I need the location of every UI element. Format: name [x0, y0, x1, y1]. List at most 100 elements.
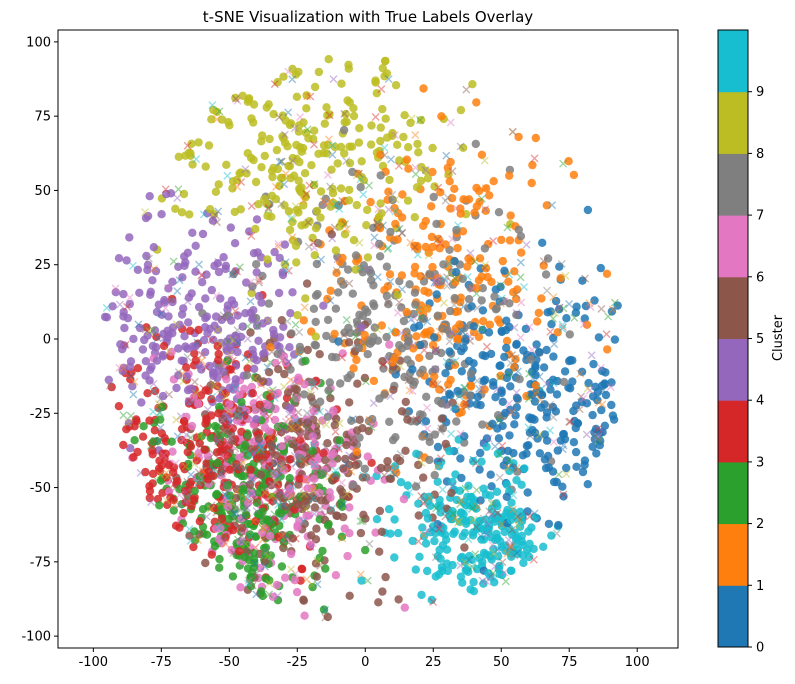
- scatter-point: [517, 248, 526, 257]
- scatter-point: [542, 345, 551, 355]
- true-label-marker: [119, 411, 128, 420]
- scatter-point: [229, 269, 238, 279]
- scatter-point: [329, 449, 338, 458]
- true-label-marker: [191, 389, 200, 398]
- scatter-point: [308, 457, 317, 466]
- true-label-marker: [218, 416, 227, 425]
- scatter-point: [510, 420, 519, 429]
- scatter-point: [261, 543, 271, 552]
- true-label-marker: [334, 444, 343, 453]
- scatter-point: [608, 411, 618, 420]
- scatter-point: [236, 537, 245, 546]
- scatter-point: [275, 333, 285, 342]
- scatter-point: [310, 340, 319, 350]
- true-label-marker: [235, 413, 244, 422]
- scatter-point: [125, 299, 134, 309]
- true-label-marker: [387, 468, 396, 477]
- scatter-point: [564, 157, 573, 166]
- true-label-marker: [471, 550, 480, 559]
- true-label-marker: [203, 470, 212, 479]
- true-label-marker: [318, 470, 327, 479]
- scatter-point: [418, 432, 427, 441]
- true-label-marker: [458, 327, 467, 336]
- true-label-marker: [505, 456, 514, 465]
- true-label-marker: [194, 468, 203, 477]
- true-label-marker: [597, 426, 606, 435]
- true-label-marker: [435, 523, 444, 532]
- true-label-marker: [168, 325, 177, 334]
- true-label-marker: [550, 340, 559, 349]
- true-label-marker: [228, 384, 237, 393]
- true-label-marker: [240, 408, 249, 417]
- true-label-marker: [411, 163, 420, 172]
- true-label-marker: [341, 460, 350, 469]
- scatter-point: [547, 531, 556, 540]
- scatter-point: [436, 277, 445, 286]
- scatter-point: [214, 409, 223, 418]
- true-label-marker: [235, 263, 244, 272]
- true-label-marker: [148, 326, 157, 335]
- scatter-point: [217, 315, 226, 325]
- true-label-marker: [356, 175, 365, 184]
- scatter-point: [390, 553, 399, 562]
- scatter-point: [497, 386, 506, 395]
- scatter-point: [285, 225, 295, 235]
- scatter-point: [240, 384, 249, 393]
- scatter-point: [578, 276, 587, 285]
- true-label-marker: [590, 432, 599, 441]
- true-label-marker: [382, 358, 391, 367]
- true-label-marker: [462, 85, 471, 94]
- true-label-marker: [174, 368, 183, 377]
- true-label-marker: [517, 515, 526, 524]
- scatter-point: [272, 451, 281, 460]
- scatter-point: [292, 385, 301, 394]
- true-label-marker: [260, 406, 269, 415]
- scatter-point: [419, 473, 428, 482]
- scatter-point: [371, 76, 380, 85]
- scatter-point: [169, 495, 178, 505]
- true-label-marker: [482, 529, 491, 538]
- scatter-point: [388, 195, 397, 205]
- true-label-marker: [115, 300, 124, 309]
- scatter-point: [201, 419, 210, 428]
- true-label-marker: [459, 332, 468, 341]
- scatter-point: [533, 317, 542, 326]
- true-label-marker: [212, 115, 221, 124]
- scatter-point: [362, 221, 371, 230]
- scatter-point: [554, 305, 564, 314]
- scatter-point: [441, 439, 450, 449]
- true-label-marker: [247, 231, 256, 240]
- scatter-point: [314, 67, 324, 77]
- true-label-marker: [256, 442, 265, 451]
- scatter-point: [225, 400, 234, 409]
- scatter-point: [252, 321, 262, 330]
- true-label-marker: [192, 452, 201, 461]
- scatter-point: [188, 160, 197, 169]
- true-label-marker: [211, 211, 220, 220]
- true-label-marker: [380, 471, 389, 480]
- true-label-marker: [559, 159, 568, 168]
- scatter-point: [306, 540, 315, 549]
- true-label-marker: [183, 141, 192, 150]
- true-label-marker: [472, 289, 481, 298]
- scatter-point: [268, 172, 277, 182]
- scatter-point: [182, 363, 191, 372]
- true-label-marker: [268, 469, 277, 478]
- true-label-marker: [270, 394, 279, 403]
- true-label-marker: [454, 221, 463, 230]
- scatter-point: [135, 288, 144, 297]
- true-label-marker: [250, 374, 259, 383]
- true-label-marker: [387, 326, 396, 335]
- scatter-point: [323, 111, 332, 120]
- true-label-marker: [450, 300, 459, 309]
- true-label-marker: [170, 500, 179, 509]
- scatter-point: [225, 465, 234, 474]
- true-label-marker: [291, 492, 300, 501]
- scatter-point: [489, 381, 498, 390]
- scatter-point: [500, 352, 509, 362]
- true-label-marker: [245, 357, 254, 366]
- true-label-marker: [347, 467, 356, 476]
- true-label-marker: [555, 303, 564, 312]
- true-label-marker: [274, 242, 283, 251]
- scatter-point: [235, 547, 244, 556]
